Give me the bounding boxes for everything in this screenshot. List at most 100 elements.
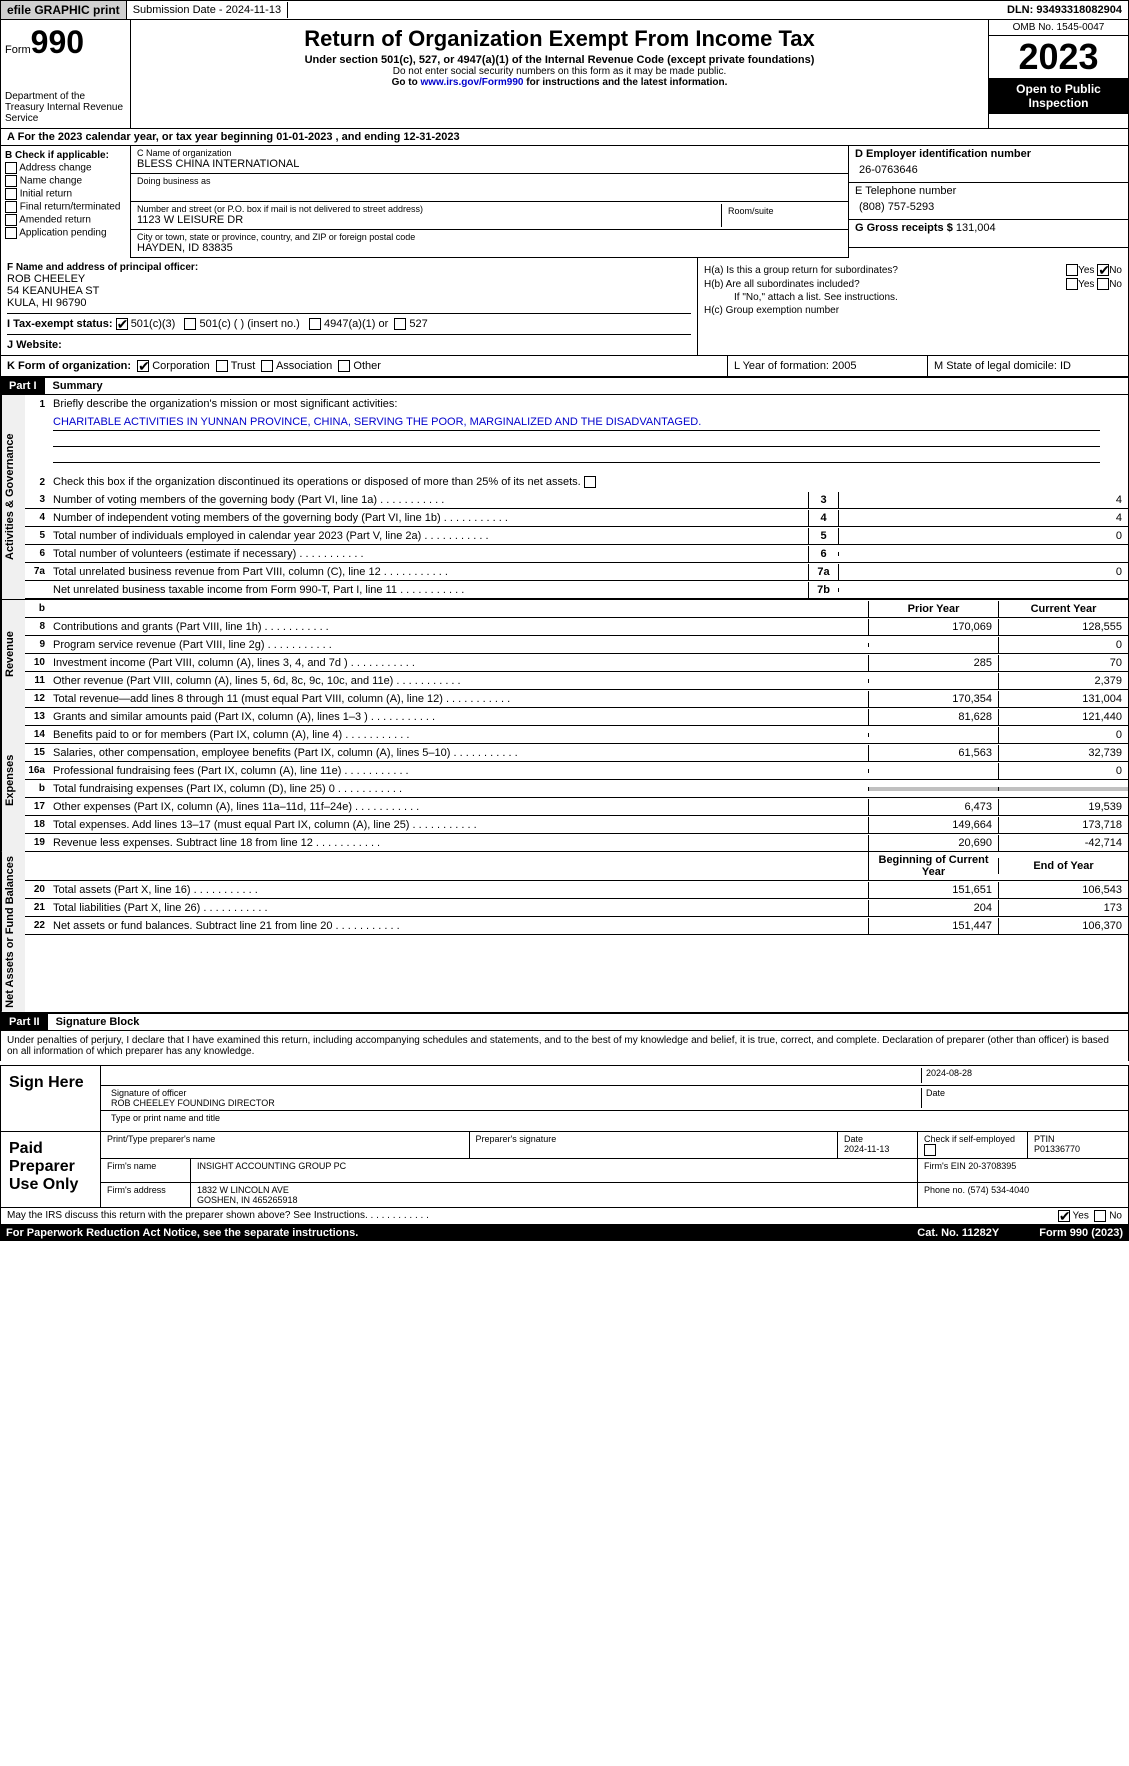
vtab-netassets: Net Assets or Fund Balances	[1, 852, 25, 1012]
box-b-title: B Check if applicable:	[5, 150, 126, 161]
checkbox-discuss-no[interactable]	[1094, 1210, 1106, 1222]
line1-label: Briefly describe the organization's miss…	[49, 396, 1128, 412]
discuss-no: No	[1109, 1211, 1122, 1222]
sig-officer-name: ROB CHEELEY FOUNDING DIRECTOR	[111, 1098, 275, 1108]
opt-amended: Amended return	[19, 215, 91, 226]
checkbox-4947[interactable]	[309, 318, 321, 330]
form-title: Return of Organization Exempt From Incom…	[135, 26, 984, 52]
checkbox-ha-yes[interactable]	[1066, 264, 1078, 276]
ha-no: No	[1109, 265, 1122, 276]
officer-name: ROB CHEELEY	[7, 273, 691, 285]
checkbox-assoc[interactable]	[261, 360, 273, 372]
part2-header: Part II Signature Block	[0, 1013, 1129, 1031]
sign-here-label: Sign Here	[1, 1066, 101, 1131]
box-b: B Check if applicable: Address change Na…	[1, 146, 131, 258]
opt-address: Address change	[19, 163, 91, 174]
ssn-notice: Do not enter social security numbers on …	[135, 66, 984, 77]
vtab-governance: Activities & Governance	[1, 395, 25, 599]
checkbox-trust[interactable]	[216, 360, 228, 372]
checkbox-final-return[interactable]	[5, 201, 17, 213]
prep-date-label: Date	[844, 1134, 863, 1144]
box-d: D Employer identification number26-07636…	[848, 146, 1128, 258]
col-prior: Prior Year	[868, 601, 998, 617]
hb-yes: Yes	[1078, 279, 1094, 290]
sig-officer-label: Signature of officer	[111, 1088, 186, 1098]
perjury-declaration: Under penalties of perjury, I declare th…	[0, 1031, 1129, 1061]
checkbox-hb-no[interactable]	[1097, 278, 1109, 290]
box-c: C Name of organizationBLESS CHINA INTERN…	[131, 146, 848, 258]
row-a-text: For the 2023 calendar year, or tax year …	[18, 131, 460, 143]
opt-name: Name change	[20, 176, 82, 187]
opt-trust: Trust	[231, 360, 256, 372]
checkbox-ha-no[interactable]	[1097, 264, 1109, 276]
open-inspection: Open to Public Inspection	[989, 78, 1128, 114]
form-header: Form990 Department of the Treasury Inter…	[0, 20, 1129, 129]
firm-name-label: Firm's name	[101, 1159, 191, 1182]
firm-addr1: 1832 W LINCOLN AVE	[197, 1185, 289, 1195]
col-end: End of Year	[998, 858, 1128, 874]
ha-label: H(a) Is this a group return for subordin…	[704, 265, 1066, 276]
ha-yes: Yes	[1078, 265, 1094, 276]
checkbox-501c3[interactable]	[116, 318, 128, 330]
goto-pre: Go to	[392, 77, 421, 88]
checkbox-self-employed[interactable]	[924, 1144, 936, 1156]
checkbox-other[interactable]	[338, 360, 350, 372]
officer-addr2: KULA, HI 96790	[7, 297, 691, 309]
line2-text: Check this box if the organization disco…	[53, 476, 581, 488]
part2-title: Signature Block	[48, 1014, 148, 1030]
website-label: J Website:	[7, 339, 62, 351]
cat-no: Cat. No. 11282Y	[917, 1227, 999, 1239]
sig-date: 2024-08-28	[922, 1068, 1122, 1083]
checkbox-hb-yes[interactable]	[1066, 278, 1078, 290]
hb-note: If "No," attach a list. See instructions…	[704, 292, 1122, 303]
mission-text: CHARITABLE ACTIVITIES IN YUNNAN PROVINCE…	[53, 415, 1100, 431]
org-name: BLESS CHINA INTERNATIONAL	[137, 158, 842, 170]
checkbox-527[interactable]	[394, 318, 406, 330]
street-label: Number and street (or P.O. box if mail i…	[137, 204, 721, 214]
ein-label: D Employer identification number	[855, 148, 1122, 160]
state-domicile: M State of legal domicile: ID	[928, 356, 1128, 376]
firm-addr-label: Firm's address	[101, 1183, 191, 1207]
form-label: Form	[5, 44, 31, 56]
checkbox-initial-return[interactable]	[5, 188, 17, 200]
checkbox-corp[interactable]	[137, 360, 149, 372]
ein-value: 26-0763646	[855, 160, 1122, 180]
goto-post: for instructions and the latest informat…	[523, 77, 727, 88]
year-formation: L Year of formation: 2005	[728, 356, 928, 376]
tax-exempt-label: I Tax-exempt status:	[7, 318, 113, 330]
hb-label: H(b) Are all subordinates included?	[704, 279, 1066, 290]
discuss-row: May the IRS discuss this return with the…	[0, 1208, 1129, 1225]
gross-value: 131,004	[956, 222, 996, 234]
discuss-text: May the IRS discuss this return with the…	[7, 1210, 429, 1222]
firm-phone: (574) 534-4040	[968, 1185, 1030, 1195]
paperwork-footer: For Paperwork Reduction Act Notice, see …	[0, 1225, 1129, 1241]
opt-pending: Application pending	[19, 228, 106, 239]
org-name-label: C Name of organization	[137, 148, 842, 158]
checkbox-app-pending[interactable]	[5, 227, 17, 239]
checkbox-address-change[interactable]	[5, 162, 17, 174]
vtab-expenses: Expenses	[1, 708, 25, 852]
dba-label: Doing business as	[137, 176, 842, 186]
part1-badge: Part I	[1, 378, 45, 394]
firm-ein: 20-3708395	[968, 1161, 1016, 1171]
checkbox-line2[interactable]	[584, 476, 596, 488]
checkbox-name-change[interactable]	[5, 175, 17, 187]
mission-blank3	[53, 447, 1100, 463]
form-org-label: K Form of organization:	[7, 360, 131, 372]
checkbox-501c[interactable]	[184, 318, 196, 330]
col-beg: Beginning of Current Year	[868, 852, 998, 880]
type-name-label: Type or print name and title	[107, 1113, 1122, 1129]
summary-governance: Activities & Governance 1Briefly describ…	[0, 395, 1129, 599]
checkbox-discuss-yes[interactable]	[1058, 1210, 1070, 1222]
gross-label: G Gross receipts $	[855, 222, 953, 234]
checkbox-amended[interactable]	[5, 214, 17, 226]
submission-date: Submission Date - 2024-11-13	[127, 2, 288, 18]
opt-4947: 4947(a)(1) or	[324, 318, 388, 330]
opt-501c: 501(c) ( ) (insert no.)	[200, 318, 300, 330]
efile-print-button[interactable]: efile GRAPHIC print	[1, 1, 127, 19]
city-label: City or town, state or province, country…	[137, 232, 842, 242]
street-value: 1123 W LEISURE DR	[137, 214, 721, 226]
goto-link[interactable]: www.irs.gov/Form990	[420, 77, 523, 88]
phone-label: E Telephone number	[855, 185, 1122, 197]
opt-other: Other	[353, 360, 381, 372]
